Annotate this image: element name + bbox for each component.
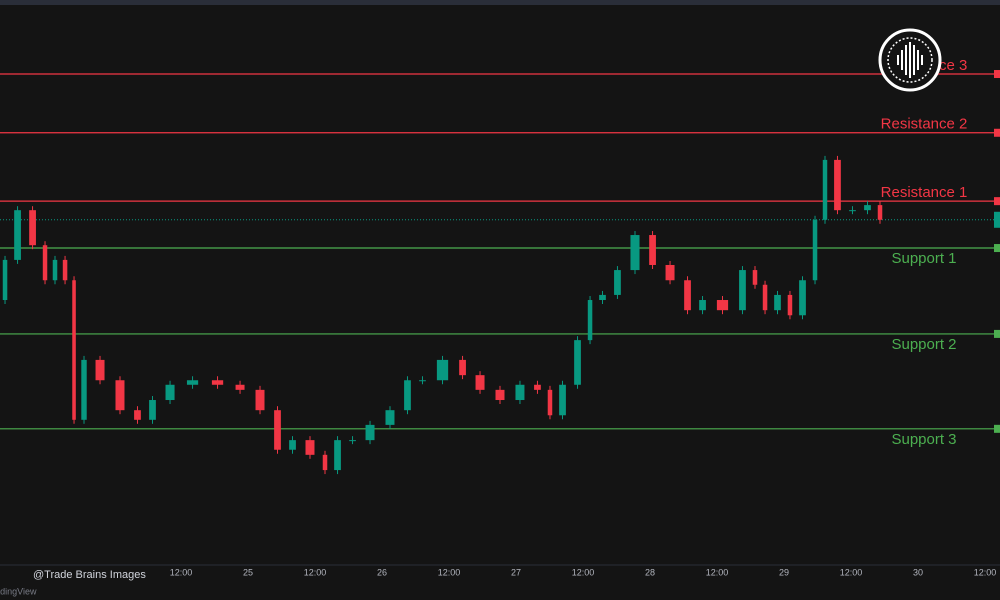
- candle-body: [149, 400, 156, 420]
- candle-body: [235, 384, 245, 390]
- level-marker: [994, 197, 1000, 206]
- candle-body: [404, 380, 411, 411]
- candle-body: [81, 359, 87, 420]
- candle-body: [274, 410, 281, 450]
- candle-body: [289, 440, 296, 450]
- candle-body: [115, 380, 125, 411]
- candle-body: [684, 280, 691, 311]
- x-tick-label: 12:00: [170, 567, 193, 577]
- x-tick-label: 27: [511, 567, 521, 577]
- candle-body: [630, 235, 640, 271]
- candle-body: [349, 440, 356, 442]
- top-strip: [0, 0, 1000, 5]
- level-label: Resistance 2: [881, 116, 968, 133]
- candle-body: [305, 440, 315, 455]
- candle-body: [475, 375, 485, 390]
- x-tick-label: 12:00: [572, 567, 595, 577]
- candle-body: [834, 159, 841, 211]
- level-marker: [994, 424, 1000, 433]
- candle-body: [699, 300, 706, 311]
- x-tick-label: 12:00: [974, 567, 997, 577]
- candle-body: [649, 235, 656, 265]
- candle-body: [587, 300, 593, 341]
- candle-body: [95, 359, 105, 381]
- candle-body: [716, 300, 729, 311]
- candle-body: [574, 340, 581, 385]
- level-label: Support 3: [891, 431, 956, 448]
- candle-body: [211, 380, 224, 385]
- candle-body: [864, 205, 871, 211]
- x-tick-label: 12:00: [706, 567, 729, 577]
- plot: 12:00 25 12:00 26 12:00 27 12:00 28 12:00 29 12:00…: [0, 57, 1000, 577]
- candle-body: [165, 384, 175, 401]
- candle-body: [436, 359, 449, 381]
- candle-body: [495, 389, 505, 401]
- candle-body: [29, 210, 36, 246]
- candle-body: [2, 259, 8, 301]
- candle-body: [515, 384, 525, 401]
- logo: [878, 28, 942, 92]
- candle-body: [459, 359, 466, 376]
- candle-body: [799, 280, 806, 316]
- candle-body: [365, 424, 375, 441]
- candle-body: [547, 389, 553, 416]
- brand: TradingView: [0, 586, 37, 596]
- candle-body: [739, 270, 746, 311]
- candle-body: [255, 389, 265, 411]
- candle-body: [72, 280, 76, 420]
- candle-body: [419, 380, 426, 382]
- candle-body: [334, 440, 341, 471]
- candle-body: [322, 454, 328, 471]
- candle-body: [774, 294, 781, 311]
- level-marker: [994, 128, 1000, 137]
- level-label: Resistance 1: [881, 184, 968, 201]
- candle-body: [787, 294, 793, 316]
- x-tick-label: 25: [243, 567, 253, 577]
- candle-body: [614, 270, 621, 295]
- last-price-marker: [994, 211, 1000, 228]
- level-label: Support 1: [891, 250, 956, 267]
- candle-body: [52, 259, 58, 281]
- candle-body: [599, 294, 606, 301]
- candle-body: [812, 219, 818, 281]
- candle-body: [665, 264, 675, 281]
- candle-body: [849, 210, 856, 212]
- candle-body: [534, 384, 541, 390]
- level-label: Support 2: [891, 336, 956, 353]
- candle-body: [762, 284, 768, 311]
- candle-body: [752, 270, 758, 285]
- level-marker: [994, 329, 1000, 338]
- candle-body: [559, 384, 566, 416]
- level-marker: [994, 244, 1000, 253]
- candle-body: [822, 159, 828, 220]
- x-tick-label: 12:00: [840, 567, 863, 577]
- candle-body: [134, 410, 141, 420]
- candle-body: [385, 410, 395, 425]
- watermark: @Trade Brains Images: [33, 569, 146, 581]
- candle-body: [62, 259, 68, 281]
- x-tick-label: 12:00: [304, 567, 327, 577]
- x-tick-label: 28: [645, 567, 655, 577]
- candle-body: [186, 380, 199, 385]
- x-tick-label: 30: [913, 567, 923, 577]
- candle-body: [877, 205, 883, 220]
- level-marker: [994, 70, 1000, 79]
- x-tick-label: 12:00: [438, 567, 461, 577]
- time-axis: [0, 565, 1000, 600]
- x-tick-label: 29: [779, 567, 789, 577]
- x-tick-label: 26: [377, 567, 387, 577]
- candle-body: [42, 245, 48, 281]
- candle-body: [14, 210, 21, 260]
